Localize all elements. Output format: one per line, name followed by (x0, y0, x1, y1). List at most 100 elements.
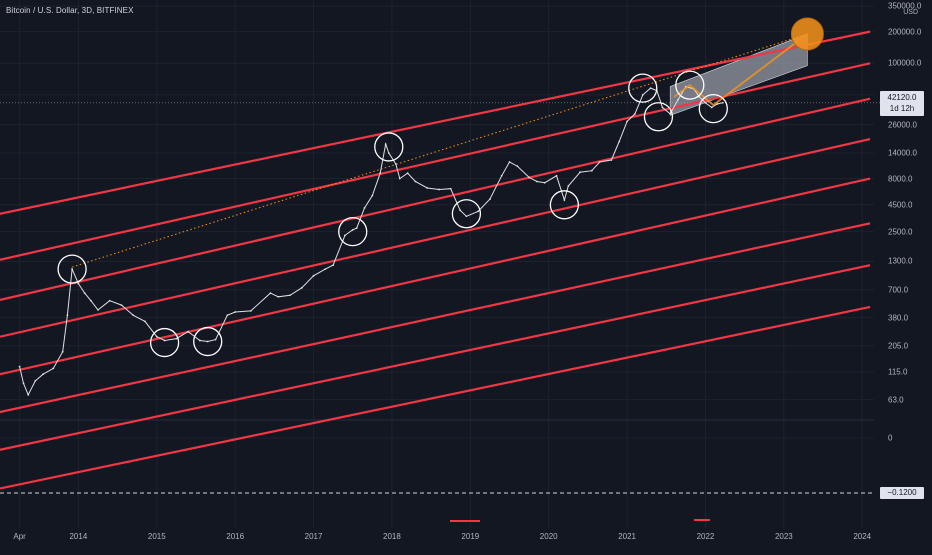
price-point (42, 373, 45, 376)
x-tick-label: 2018 (383, 532, 401, 541)
projection-channel-box[interactable] (669, 33, 808, 116)
channel-line-4[interactable] (0, 177, 871, 376)
circled-point-8[interactable] (643, 102, 674, 132)
price-point (226, 314, 229, 317)
price-point (83, 292, 86, 295)
price-point (394, 163, 397, 165)
price-point (355, 227, 358, 230)
channel-line-5[interactable] (0, 222, 871, 414)
projection-target-circle[interactable] (790, 17, 824, 51)
channel-line-2[interactable] (0, 97, 871, 301)
price-point (90, 299, 92, 302)
price-point (34, 379, 37, 382)
x-tick-label: 2017 (304, 532, 323, 541)
y-tick-label: 200000.0 (888, 27, 922, 37)
circled-point-1[interactable] (149, 327, 180, 358)
price-point (163, 339, 166, 342)
channel-line-1[interactable] (0, 62, 871, 261)
x-tick-label: 2023 (774, 532, 793, 541)
x-tick-label: 2024 (853, 532, 872, 541)
price-point (704, 101, 707, 104)
price-point (108, 299, 111, 302)
channel-line-3[interactable] (0, 137, 871, 338)
price-point (449, 187, 452, 190)
price-point (610, 159, 613, 161)
price-point (300, 286, 303, 289)
x-tick-label: 2022 (696, 532, 715, 541)
price-point (132, 314, 135, 317)
price-point (677, 98, 679, 101)
price-point (155, 335, 158, 338)
circled-point-0[interactable] (57, 254, 87, 284)
y-tick-label: 1300.0 (888, 256, 913, 266)
y-tick-label: 14000.0 (888, 148, 917, 158)
price-point (721, 101, 724, 104)
channel-line-7[interactable] (0, 305, 871, 490)
price-point (438, 188, 440, 191)
last-price-value: 42120.0 (887, 93, 917, 102)
price-point (598, 161, 601, 163)
price-point (234, 311, 237, 313)
price-point (332, 264, 335, 267)
price-point (71, 268, 74, 271)
price-point (363, 207, 366, 209)
y-tick-label: 350000.0 (888, 1, 922, 11)
price-point (459, 209, 462, 212)
price-point (641, 94, 644, 96)
price-point (61, 350, 64, 353)
price-point (406, 172, 409, 175)
price-point (536, 180, 538, 183)
price-line[interactable] (19, 86, 723, 396)
price-point (324, 268, 327, 271)
price-point (27, 393, 30, 396)
circled-point-5[interactable] (451, 199, 482, 229)
price-point (398, 177, 401, 180)
price-point (649, 87, 652, 90)
price-point (384, 143, 387, 146)
circled-point-2[interactable] (193, 326, 223, 357)
price-point (543, 181, 546, 184)
price-point (528, 176, 531, 179)
price-point (77, 282, 80, 285)
circled-point-3[interactable] (338, 216, 368, 247)
price-point (579, 171, 581, 174)
y-tick-label: 115.0 (888, 367, 908, 377)
price-point (206, 340, 209, 343)
x-tick-label: 2016 (226, 532, 245, 541)
x-tick-label: 2014 (69, 532, 88, 541)
circled-point-10[interactable] (698, 94, 728, 124)
price-point (477, 210, 480, 213)
price-point (18, 365, 21, 368)
price-point (52, 367, 55, 370)
bar-countdown: 1d 12h (889, 104, 915, 113)
dotted-trend-line[interactable] (71, 33, 808, 268)
price-point (22, 382, 25, 385)
circled-point-4[interactable] (374, 132, 404, 162)
price-point (351, 228, 354, 231)
y-tick-label: 700.0 (888, 285, 909, 295)
x-tick-label: 2015 (147, 532, 166, 541)
y-tick-label: 63.0 (888, 395, 904, 405)
price-point (97, 309, 99, 311)
circled-point-9[interactable] (675, 70, 705, 100)
circled-point-6[interactable] (549, 190, 580, 220)
y-tick-label: 4500.0 (888, 200, 913, 210)
y-tick-label: 26000.0 (888, 120, 917, 130)
x-tick-label: 2019 (461, 532, 480, 541)
price-point (489, 198, 491, 200)
circled-point-7[interactable] (628, 73, 658, 103)
indicator-value-tag: −0.1200 (880, 487, 924, 499)
price-point (277, 295, 280, 298)
price-point (465, 215, 468, 218)
price-point (555, 174, 558, 177)
price-point (214, 338, 217, 341)
channel-line-6[interactable] (0, 264, 871, 451)
channel-line-0[interactable] (0, 30, 871, 215)
x-tick-label: 2021 (618, 532, 636, 541)
projection-path[interactable] (673, 33, 808, 107)
y-tick-label: 205.0 (888, 341, 909, 351)
price-point (563, 199, 566, 201)
last-price-tag: 42120.0 1d 12h (880, 91, 924, 116)
